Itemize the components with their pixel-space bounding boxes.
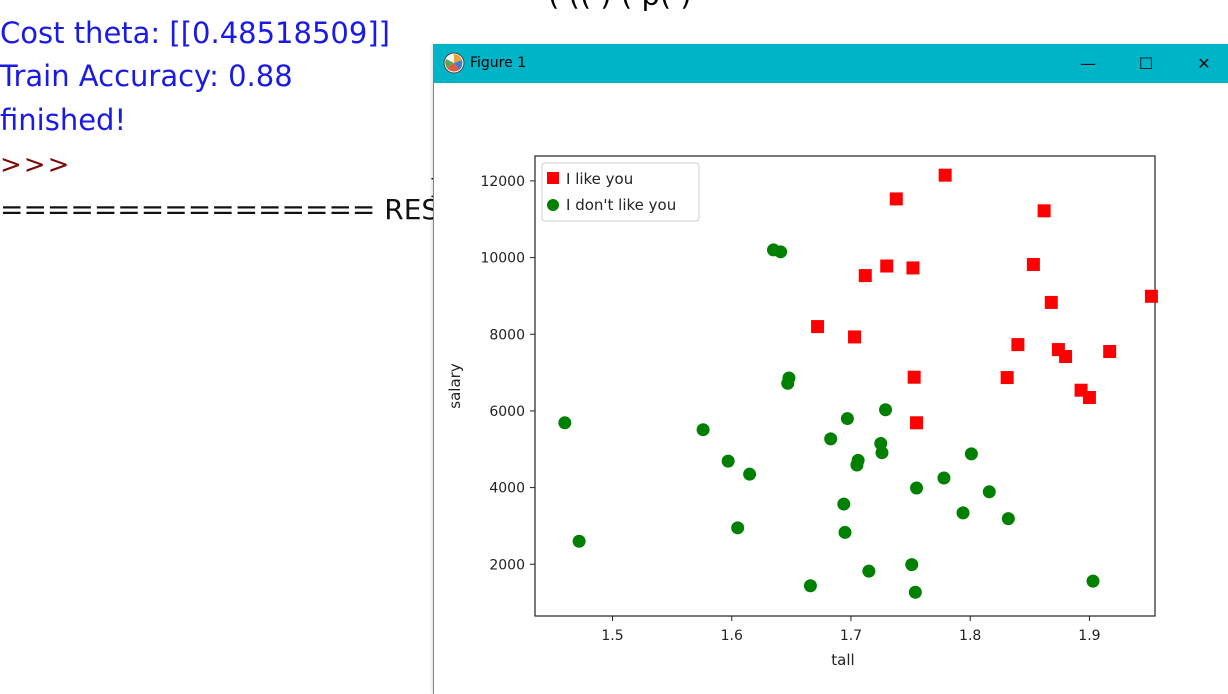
console-finished-output: finished!	[0, 103, 127, 137]
maximize-icon: ☐	[1138, 54, 1154, 73]
data-point-like	[907, 370, 921, 384]
y-tick-label: 12000	[480, 174, 525, 190]
data-point-dislike	[956, 506, 970, 520]
data-point-dislike	[875, 446, 889, 460]
y-tick-label: 8000	[489, 327, 525, 343]
console-accuracy-output: Train Accuracy: 0.88	[0, 59, 293, 93]
plot-frame	[534, 155, 1156, 617]
window-titlebar[interactable]: Figure 1 — ☐ ✕	[434, 44, 1228, 83]
data-point-dislike	[905, 558, 919, 572]
data-point-dislike	[837, 497, 851, 511]
legend-marker-square	[547, 172, 559, 184]
data-point-dislike	[840, 412, 854, 426]
data-point-like	[811, 320, 825, 334]
data-point-like	[880, 259, 894, 273]
data-point-dislike	[1086, 574, 1100, 588]
data-point-dislike	[851, 453, 865, 467]
console-prompt[interactable]: >>>	[0, 150, 72, 180]
data-point-like	[1044, 295, 1058, 309]
data-point-dislike	[879, 403, 893, 417]
data-point-like	[889, 192, 903, 206]
console-cost-output: Cost theta: [[0.48518509]]	[0, 16, 390, 50]
data-point-like	[1011, 338, 1025, 352]
legend-marker-circle	[547, 199, 559, 211]
data-point-like	[848, 330, 862, 344]
legend-box	[541, 162, 700, 222]
data-point-like	[1026, 257, 1040, 271]
data-point-like	[1082, 391, 1096, 404]
data-point-dislike	[910, 481, 924, 495]
data-point-dislike	[721, 454, 735, 468]
figure-window[interactable]: Figure 1 — ☐ ✕ 1.5 1.6 1.7 1.8 1.9 2000 4000 60…	[433, 44, 1228, 694]
y-tick-label: 2000	[489, 557, 525, 573]
matplotlib-app-icon	[443, 52, 465, 74]
data-point-dislike	[782, 371, 796, 385]
data-point-like	[906, 261, 920, 275]
y-tick-label: 6000	[489, 404, 525, 420]
minimize-button[interactable]: —	[1059, 44, 1117, 83]
data-point-dislike	[937, 471, 951, 485]
data-point-like	[1000, 371, 1014, 385]
data-point-dislike	[731, 521, 745, 535]
legend-entry-label: I don't like you	[566, 196, 676, 214]
data-point-like	[1037, 204, 1051, 218]
y-axis-label: salary	[446, 363, 464, 409]
x-tick-label: 1.7	[840, 628, 862, 644]
data-point-dislike	[982, 485, 996, 499]
window-title: Figure 1	[470, 55, 527, 71]
data-point-like	[1103, 345, 1117, 358]
data-point-like	[938, 168, 952, 182]
close-button[interactable]: ✕	[1175, 44, 1228, 83]
data-point-like	[1144, 289, 1158, 303]
data-point-like	[858, 269, 872, 283]
scatter-plot[interactable]: 1.5 1.6 1.7 1.8 1.9 2000 4000 6000 8000 10000 1200…	[434, 83, 1228, 694]
data-point-dislike	[572, 534, 586, 548]
data-point-dislike	[964, 447, 978, 461]
data-point-dislike	[558, 416, 572, 430]
data-point-dislike	[803, 579, 817, 593]
legend-entry-label: I like you	[566, 170, 633, 188]
console-partial-top-line: ( (( ) ( p( )	[548, 0, 692, 12]
x-tick-label: 1.8	[959, 628, 981, 644]
data-point-dislike	[743, 467, 757, 481]
close-icon: ✕	[1197, 54, 1211, 73]
data-point-like	[910, 416, 924, 430]
data-point-dislike	[824, 432, 838, 446]
data-point-dislike	[774, 245, 788, 259]
maximize-button[interactable]: ☐	[1117, 44, 1175, 83]
y-tick-label: 4000	[489, 481, 525, 497]
x-tick-label: 1.5	[601, 628, 623, 644]
data-point-dislike	[908, 585, 922, 599]
minimize-icon: —	[1080, 54, 1096, 73]
data-point-like	[1059, 349, 1073, 363]
data-point-dislike	[838, 525, 852, 539]
x-tick-label: 1.6	[721, 628, 743, 644]
x-axis-label: tall	[831, 651, 854, 669]
x-tick-label: 1.9	[1078, 628, 1100, 644]
console-restart-line: ================ RES	[0, 193, 440, 226]
data-point-dislike	[1001, 512, 1015, 526]
data-point-dislike	[862, 564, 876, 578]
y-tick-label: 10000	[480, 251, 525, 267]
data-point-dislike	[696, 423, 710, 437]
